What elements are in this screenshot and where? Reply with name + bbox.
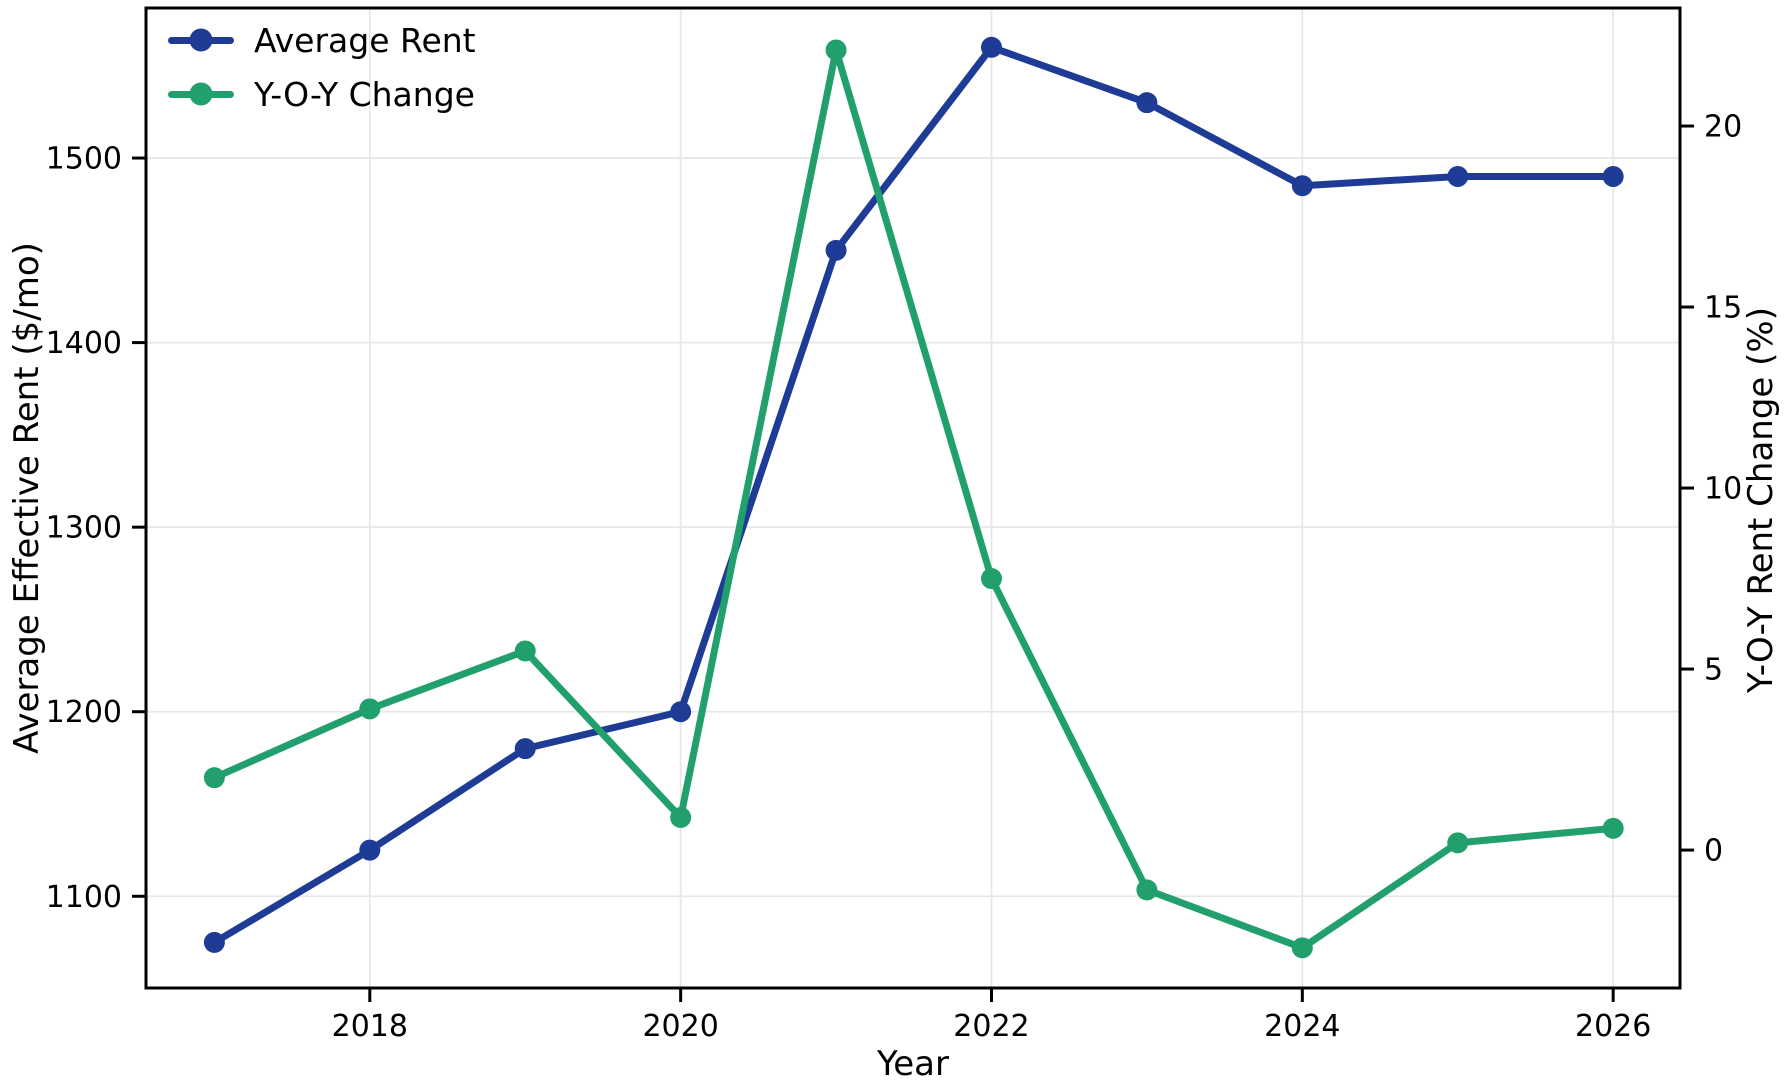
average-rent-point xyxy=(203,931,225,953)
y-o-y-change-point xyxy=(514,640,536,662)
x-tick-label: 2026 xyxy=(1575,1009,1651,1044)
average-rent-point xyxy=(1136,92,1158,114)
average-rent-point xyxy=(359,839,381,861)
average-rent-point xyxy=(1602,166,1624,188)
yoy-change-legend-marker xyxy=(168,82,234,106)
y-o-y-change-point xyxy=(1447,832,1469,854)
plot-border xyxy=(144,6,1682,990)
legend: Average Rent Y-O-Y Change xyxy=(168,18,476,116)
legend-item-average-rent: Average Rent xyxy=(168,18,476,62)
x-tick-label: 2022 xyxy=(953,1009,1029,1044)
y-o-y-change-point xyxy=(203,767,225,789)
x-axis-label: Year xyxy=(877,1044,949,1084)
left-tick-label: 1300 xyxy=(46,511,122,546)
average-rent-point xyxy=(980,36,1002,58)
right-tick-label: 10 xyxy=(1704,472,1742,507)
right-tick-label: 5 xyxy=(1704,653,1723,688)
average-rent-point xyxy=(514,738,536,760)
right-tick-label: 15 xyxy=(1704,291,1742,326)
y-o-y-change-line xyxy=(210,46,1617,952)
x-tick-label: 2018 xyxy=(332,1009,408,1044)
average-rent-point xyxy=(825,239,847,261)
legend-item-yoy-change: Y-O-Y Change xyxy=(168,72,476,116)
average-rent-point xyxy=(670,701,692,723)
x-tick-label: 2024 xyxy=(1264,1009,1340,1044)
left-tick-label: 1200 xyxy=(46,695,122,730)
legend-label-average-rent: Average Rent xyxy=(254,20,476,60)
y-o-y-change-point xyxy=(670,806,692,828)
y-o-y-change-point xyxy=(1291,937,1313,959)
right-tick-label: 20 xyxy=(1704,110,1742,145)
average-rent-legend-marker xyxy=(168,28,234,52)
average-rent-line xyxy=(210,43,1617,946)
left-tick-label: 1500 xyxy=(46,142,122,177)
left-tick-label: 1100 xyxy=(46,880,122,915)
left-tick-label: 1400 xyxy=(46,326,122,361)
y-o-y-change-point xyxy=(1136,879,1158,901)
left-y-axis-label: Average Effective Rent ($/mo) xyxy=(7,242,47,754)
legend-label-yoy-change: Y-O-Y Change xyxy=(254,74,475,114)
average-rent-point xyxy=(1447,166,1469,188)
y-o-y-change-point xyxy=(825,39,847,61)
y-o-y-change-point xyxy=(1602,817,1624,839)
y-o-y-change-point xyxy=(359,698,381,720)
average-rent-point xyxy=(1291,175,1313,197)
right-y-axis-label: Y-O-Y Rent Change (%) xyxy=(1741,307,1781,693)
y-o-y-change-point xyxy=(980,568,1002,590)
right-tick-label: 0 xyxy=(1704,834,1723,869)
x-tick-label: 2020 xyxy=(642,1009,718,1044)
